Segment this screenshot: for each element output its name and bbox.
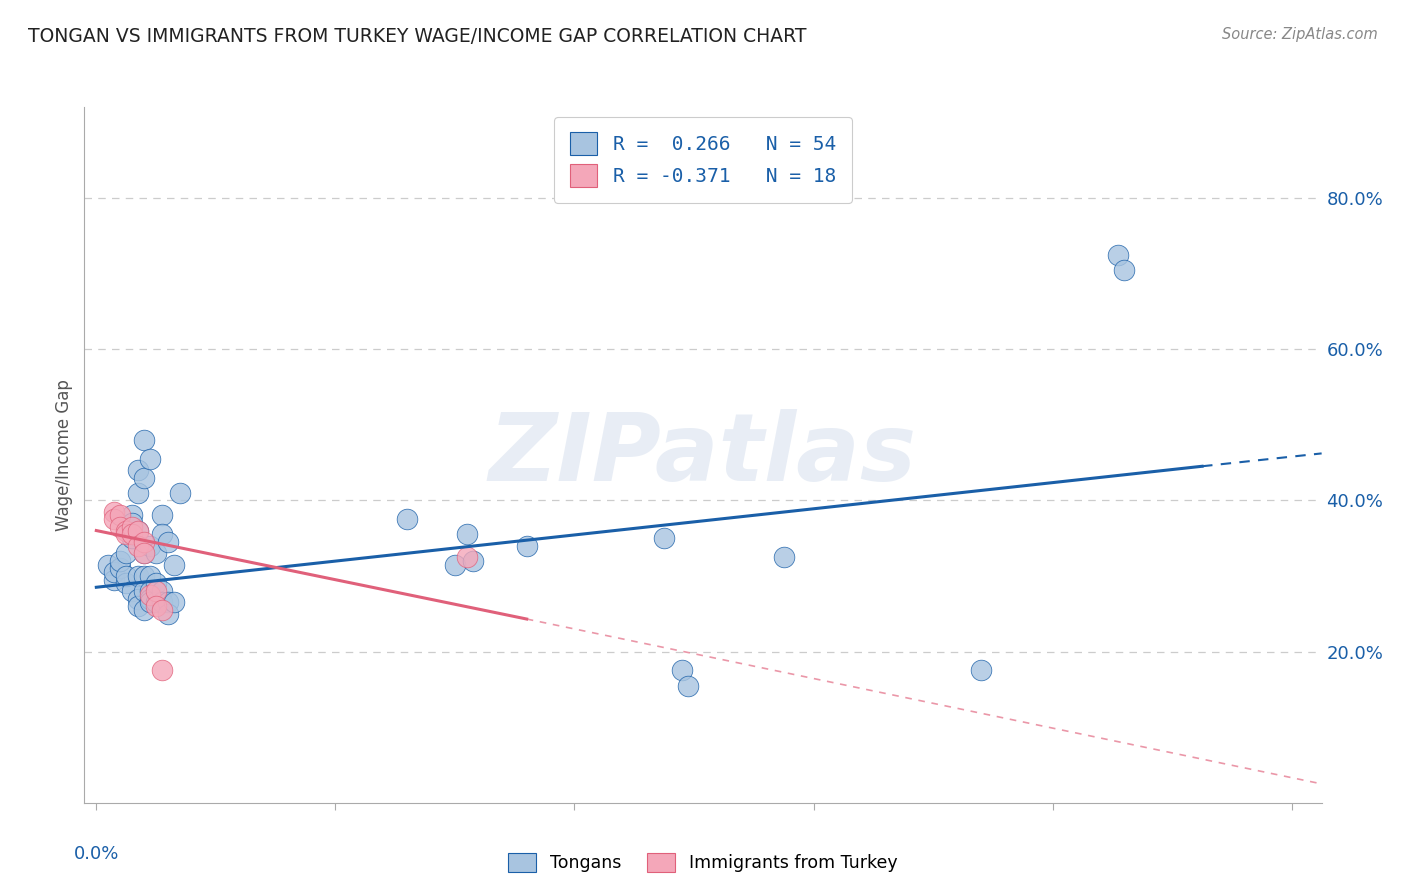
Point (145, 576, 167, 591)
Point (134, 546, 156, 560)
Point (134, 535, 156, 549)
Point (103, 512, 125, 526)
Text: TONGAN VS IMMIGRANTS FROM TURKEY WAGE/INCOME GAP CORRELATION CHART: TONGAN VS IMMIGRANTS FROM TURKEY WAGE/IN… (28, 27, 807, 45)
Point (127, 539, 149, 553)
Point (157, 607, 180, 621)
Point (444, 558, 467, 572)
Point (652, 531, 675, 545)
Point (139, 591, 162, 606)
Point (134, 433, 156, 447)
Point (121, 508, 143, 523)
Point (1107, 247, 1129, 261)
Point (970, 664, 993, 678)
Point (103, 565, 125, 579)
Y-axis label: Wage/Income Gap: Wage/Income Gap (55, 379, 73, 531)
Point (97, 558, 120, 572)
Point (456, 527, 478, 541)
Point (103, 573, 125, 587)
Point (145, 584, 167, 599)
Text: ZIPatlas: ZIPatlas (489, 409, 917, 501)
Point (169, 485, 191, 500)
Point (145, 546, 167, 560)
Point (150, 527, 173, 541)
Point (115, 546, 138, 560)
Point (157, 595, 180, 609)
Point (139, 569, 162, 583)
Point (115, 527, 138, 541)
Point (110, 554, 132, 568)
Point (456, 549, 478, 564)
Point (110, 561, 132, 575)
Point (676, 679, 699, 693)
Point (1114, 262, 1136, 277)
Point (150, 595, 173, 609)
Point (127, 524, 149, 538)
Point (115, 569, 138, 583)
Point (772, 549, 794, 564)
Point (115, 576, 138, 591)
Point (127, 485, 149, 500)
Point (157, 535, 180, 549)
Point (150, 508, 173, 523)
Point (396, 512, 419, 526)
Point (139, 588, 162, 602)
Point (121, 527, 143, 541)
Point (121, 520, 143, 534)
Legend: R =  0.266   N = 54, R = -0.371   N = 18: R = 0.266 N = 54, R = -0.371 N = 18 (554, 117, 852, 202)
Point (121, 516, 143, 530)
Point (461, 554, 484, 568)
Point (127, 524, 149, 538)
Point (139, 595, 162, 609)
Point (139, 539, 162, 553)
Point (150, 664, 173, 678)
Point (145, 595, 167, 609)
Point (103, 505, 125, 519)
Point (127, 569, 149, 583)
Point (134, 546, 156, 560)
Point (139, 451, 162, 466)
Point (150, 584, 173, 599)
Point (163, 558, 186, 572)
Point (163, 595, 186, 609)
Point (150, 603, 173, 617)
Point (127, 599, 149, 614)
Legend: Tongans, Immigrants from Turkey: Tongans, Immigrants from Turkey (502, 846, 904, 879)
Text: Source: ZipAtlas.com: Source: ZipAtlas.com (1222, 27, 1378, 42)
Point (134, 584, 156, 599)
Point (134, 470, 156, 484)
Point (134, 603, 156, 617)
Point (110, 508, 132, 523)
Point (127, 591, 149, 606)
Point (110, 520, 132, 534)
Text: 0.0%: 0.0% (73, 845, 120, 863)
Point (139, 584, 162, 599)
Point (134, 569, 156, 583)
Point (671, 664, 693, 678)
Point (115, 524, 138, 538)
Point (127, 463, 149, 477)
Point (516, 539, 538, 553)
Point (121, 584, 143, 599)
Point (121, 531, 143, 545)
Point (145, 599, 167, 614)
